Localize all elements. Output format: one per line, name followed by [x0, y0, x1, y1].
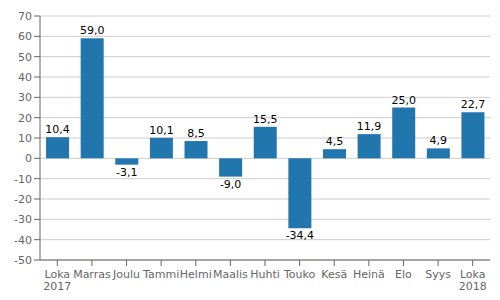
svg-text:Touko: Touko — [283, 268, 316, 281]
svg-text:60: 60 — [18, 30, 32, 43]
svg-text:-30: -30 — [14, 213, 32, 226]
svg-text:22,7: 22,7 — [461, 98, 486, 111]
svg-text:Syys: Syys — [425, 268, 451, 281]
svg-text:4,9: 4,9 — [430, 134, 448, 147]
svg-text:-20: -20 — [14, 193, 32, 206]
svg-text:8,5: 8,5 — [187, 127, 205, 140]
svg-text:Maalis: Maalis — [213, 268, 248, 281]
svg-text:10,1: 10,1 — [149, 124, 174, 137]
svg-text:15,5: 15,5 — [253, 113, 278, 126]
svg-text:4,5: 4,5 — [326, 135, 344, 148]
svg-text:30: 30 — [18, 91, 32, 104]
svg-text:Loka2017: Loka2017 — [43, 268, 71, 293]
svg-text:11,9: 11,9 — [357, 120, 382, 133]
svg-text:Loka2018: Loka2018 — [459, 268, 487, 293]
svg-text:Joulu: Joulu — [112, 268, 140, 281]
svg-text:10,4: 10,4 — [45, 123, 70, 136]
svg-text:59,0: 59,0 — [80, 24, 105, 37]
svg-text:Huhti: Huhti — [250, 268, 280, 281]
svg-text:Helmi: Helmi — [180, 268, 212, 281]
svg-text:25,0: 25,0 — [391, 94, 416, 107]
svg-text:-40: -40 — [14, 234, 32, 247]
svg-text:-9,0: -9,0 — [220, 178, 241, 191]
svg-text:-34,4: -34,4 — [286, 229, 314, 242]
svg-text:50: 50 — [18, 51, 32, 64]
svg-text:40: 40 — [18, 71, 32, 84]
svg-text:70: 70 — [18, 10, 32, 23]
svg-text:-50: -50 — [14, 254, 32, 267]
svg-text:10: 10 — [18, 132, 32, 145]
svg-text:Heinä: Heinä — [353, 268, 385, 281]
svg-text:20: 20 — [18, 112, 32, 125]
svg-text:Marras: Marras — [73, 268, 111, 281]
svg-text:Tammi: Tammi — [142, 268, 179, 281]
svg-text:-3,1: -3,1 — [116, 166, 137, 179]
svg-text:Kesä: Kesä — [321, 268, 347, 281]
svg-text:Elo: Elo — [395, 268, 412, 281]
svg-text:-10: -10 — [14, 173, 32, 186]
svg-text:0: 0 — [25, 152, 32, 165]
